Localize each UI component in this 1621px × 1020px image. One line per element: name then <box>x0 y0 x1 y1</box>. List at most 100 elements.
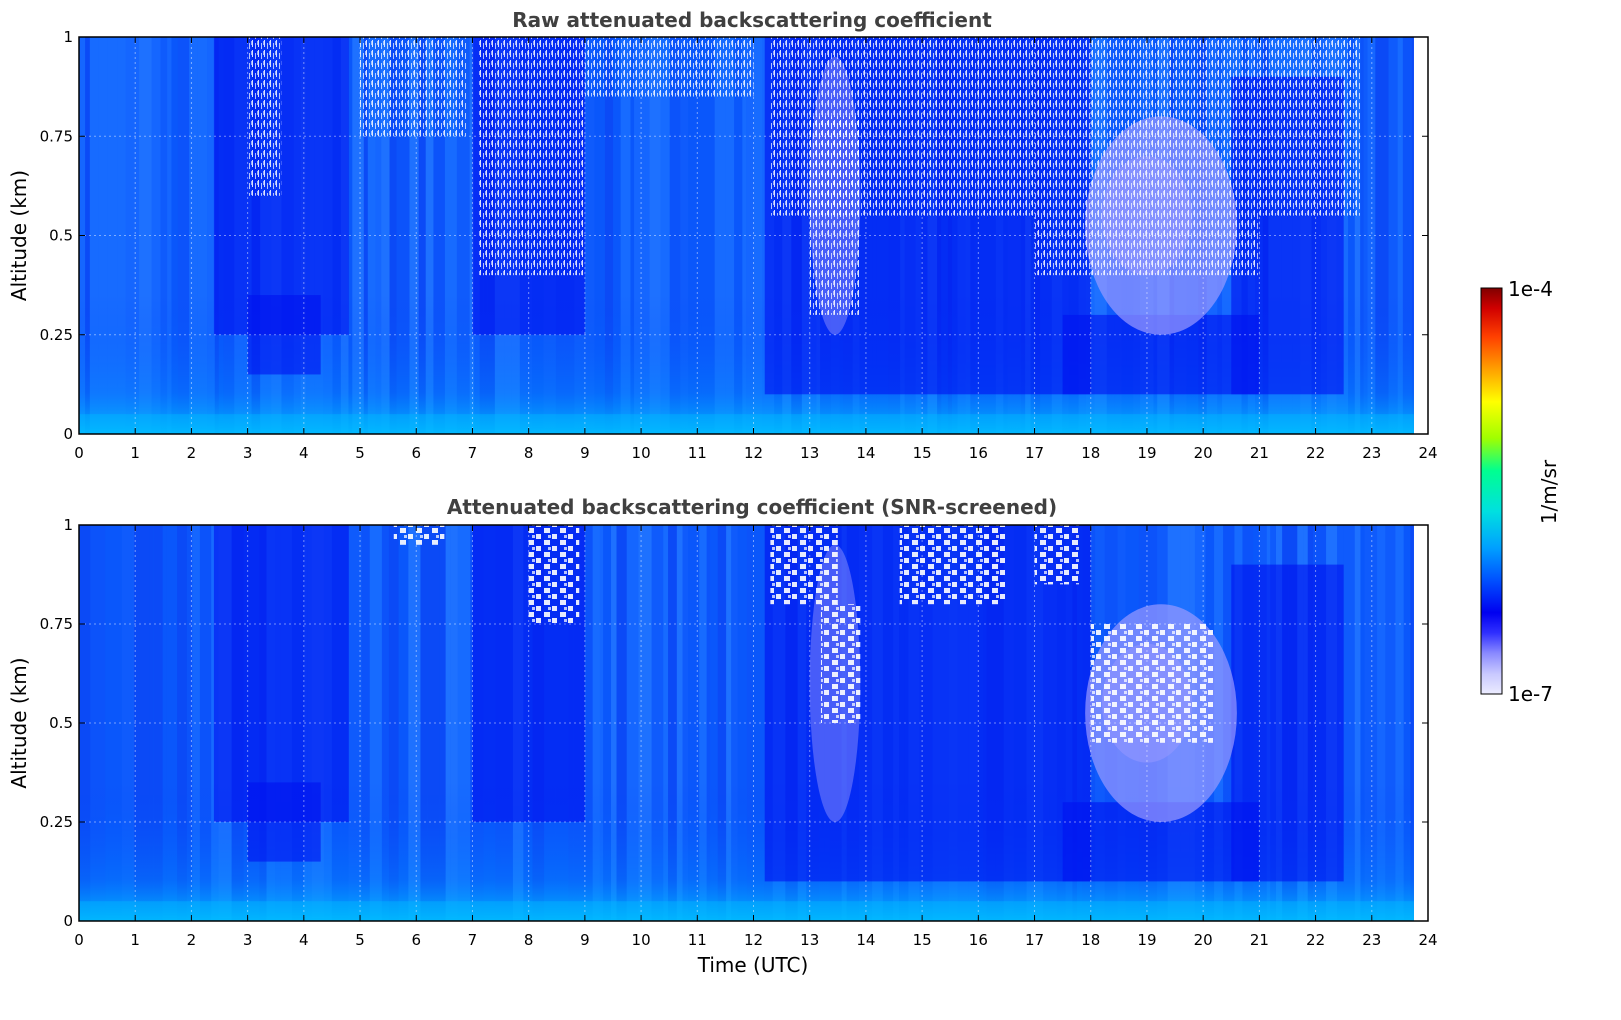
heatmap-noise <box>809 116 861 315</box>
x-tick-label: 13 <box>800 931 819 949</box>
y-tick-label: 0.25 <box>40 813 73 831</box>
panel-raw-grid <box>79 37 1428 434</box>
x-tick-label: 5 <box>355 931 365 949</box>
heatmap-column <box>427 525 440 921</box>
heatmap-column <box>1410 525 1414 921</box>
heatmap-column <box>89 37 99 434</box>
heatmap-column <box>439 525 446 921</box>
heatmap-screened <box>1090 624 1215 743</box>
x-tick-label: 14 <box>856 931 875 949</box>
heatmap-column <box>1388 37 1398 434</box>
heatmap-column <box>731 525 738 921</box>
heatmap-column <box>177 37 190 434</box>
heatmap-column <box>348 37 353 434</box>
x-tick-label: 6 <box>411 931 421 949</box>
heatmap-screened <box>1034 525 1080 585</box>
heatmap-column <box>586 525 593 921</box>
heatmap-column <box>107 37 118 434</box>
heatmap-column <box>1367 37 1376 434</box>
x-tick-label: 22 <box>1306 931 1325 949</box>
panel-raw-x-ticks: 0 1 2 3 4 5 6 7 8 9 10 11 12 13 14 15 16 17 18 19 20 21 22 23 24 <box>74 37 1438 462</box>
heatmap-column <box>746 37 754 434</box>
heatmap-column <box>418 37 426 434</box>
x-tick-label: 15 <box>913 931 932 949</box>
heatmap-column <box>717 525 727 921</box>
heatmap-column <box>381 37 390 434</box>
heatmap-noise <box>584 37 754 97</box>
x-tick-label: 13 <box>800 444 819 462</box>
heatmap-column <box>1411 37 1414 434</box>
panel-screened-y-ticks: 0 0.25 0.5 0.75 1 <box>40 516 1428 930</box>
x-tick-label: 1 <box>130 931 140 949</box>
y-tick-label: 0.75 <box>40 127 73 145</box>
x-tick-label: 23 <box>1362 444 1381 462</box>
x-tick-label: 2 <box>187 931 197 949</box>
heatmap-noise <box>478 37 585 276</box>
heatmap-column <box>1343 525 1355 921</box>
heatmap-column <box>95 525 106 921</box>
heatmap-screened <box>820 604 861 723</box>
heatmap-column <box>626 525 639 921</box>
heatmap-column <box>189 37 198 434</box>
heatmap-column <box>1403 525 1411 921</box>
heatmap-column <box>753 37 763 434</box>
heatmap-column <box>669 37 681 434</box>
heatmap-column <box>367 37 376 434</box>
heatmap-screened <box>528 525 580 624</box>
heatmap-column <box>363 37 368 434</box>
heatmap-noise <box>247 37 282 196</box>
x-tick-label: 16 <box>969 931 988 949</box>
colorbar-max-label: 1e-4 <box>1508 277 1553 301</box>
heatmap-column <box>192 525 200 921</box>
heatmap-column <box>645 37 650 434</box>
heatmap-column <box>1402 37 1412 434</box>
heatmap-column <box>611 525 617 921</box>
heatmap-column <box>450 525 458 921</box>
y-tick-label: 0.75 <box>40 615 73 633</box>
y-tick-label: 0 <box>63 425 73 443</box>
y-tick-label: 0.25 <box>40 326 73 344</box>
heatmap-column <box>634 37 646 434</box>
x-tick-label: 18 <box>1081 931 1100 949</box>
x-tick-label: 2 <box>187 444 197 462</box>
heatmap-column <box>737 525 747 921</box>
heatmap-dark-region <box>213 525 349 822</box>
heatmap-noise <box>1259 37 1361 216</box>
panel-raw-title: Raw attenuated backscattering coefficien… <box>512 8 992 32</box>
heatmap-surface-layer <box>79 414 1414 434</box>
heatmap-column <box>1377 525 1386 921</box>
x-tick-label: 24 <box>1418 444 1437 462</box>
heatmap-column <box>742 37 747 434</box>
x-tick-label: 12 <box>744 931 763 949</box>
panel-screened-title: Attenuated backscattering coefficient (S… <box>447 495 1057 519</box>
heatmap-column <box>660 37 670 434</box>
colorbar-gradient <box>1480 287 1503 695</box>
y-tick-label: 0.5 <box>49 227 73 245</box>
heatmap-column <box>651 525 664 921</box>
heatmap-dark-region <box>247 782 321 862</box>
heatmap-column <box>134 525 140 921</box>
heatmap-column <box>207 37 215 434</box>
heatmap-column <box>663 525 669 921</box>
heatmap-screened <box>899 525 1007 605</box>
panel-screened-x-ticks: 0 1 2 3 4 5 6 7 8 9 10 11 12 13 14 15 16 17 18 19 20 21 22 23 24 <box>74 525 1438 949</box>
panel-raw: Raw attenuated backscattering coefficien… <box>7 8 1438 462</box>
heatmap-column <box>85 37 90 434</box>
heatmap-screened <box>770 525 838 605</box>
colorbar-unit-label: 1/m/sr <box>1537 459 1561 524</box>
heatmap-column <box>433 37 445 434</box>
heatmap-column <box>592 525 600 921</box>
heatmap-column <box>599 525 604 921</box>
x-tick-label: 0 <box>74 931 84 949</box>
panel-screened-ylabel: Altitude (km) <box>7 657 31 788</box>
heatmap-column <box>746 525 752 921</box>
heatmap-column <box>668 525 677 921</box>
heatmap-column <box>186 525 193 921</box>
heatmap-column <box>699 525 707 921</box>
heatmap-screened <box>393 525 445 545</box>
heatmap-column <box>616 525 627 921</box>
y-tick-label: 1 <box>63 28 73 46</box>
heatmap-noise <box>360 37 467 137</box>
heatmap-column <box>420 525 428 921</box>
